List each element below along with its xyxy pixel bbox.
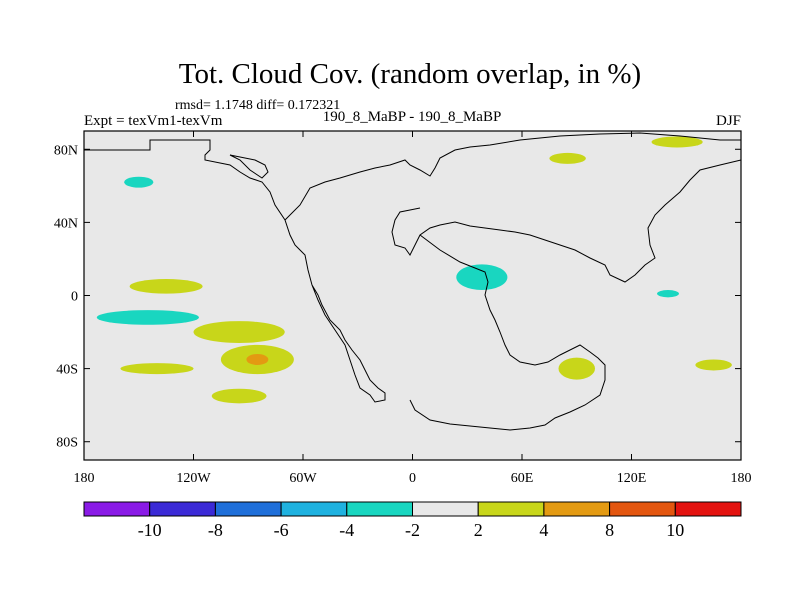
x-tick-label: 180 — [731, 471, 752, 486]
negative-anomaly-region-5 — [96, 310, 199, 325]
stats-line: rmsd= 1.1748 diff= 0.172321 — [175, 98, 340, 113]
positive-anomaly-region-8 — [120, 363, 194, 375]
colorbar-swatch-0 — [83, 501, 151, 517]
positive-anomaly-region-4 — [129, 279, 203, 294]
positive-anomaly-region-11 — [695, 359, 732, 371]
axis-ticks: 180 120W 60W 0 60E 120E 180 80N 40N 0 40S 80S — [54, 131, 752, 486]
colorbar-label: -4 — [339, 520, 354, 540]
strong-positive-core — [246, 353, 269, 365]
season-label: DJF — [716, 113, 741, 129]
x-tick-label: 120E — [617, 471, 647, 486]
colorbar-label: 4 — [539, 520, 548, 540]
positive-anomaly-region-6 — [193, 321, 285, 344]
x-tick-label: 60E — [511, 471, 534, 486]
chart-title: Tot. Cloud Cov. (random overlap, in %) — [179, 58, 641, 90]
colorbar-label: -2 — [405, 520, 420, 540]
colorbar: -10 -8 -6 -4 -2 2 4 8 10 — [83, 501, 742, 540]
negative-anomaly-region-0 — [124, 176, 154, 188]
colorbar-swatch-5 — [412, 501, 479, 517]
x-tick-label: 120W — [176, 471, 211, 486]
colorbar-swatch-4 — [346, 501, 413, 517]
y-tick-label: 40N — [54, 216, 78, 231]
y-tick-label: 80S — [56, 436, 78, 451]
colorbar-swatch-1 — [149, 501, 216, 517]
map-background — [84, 131, 741, 460]
colorbar-label: 10 — [666, 520, 684, 540]
coastline-greenland — [229, 154, 269, 179]
map-panel: 180 120W 60W 0 60E 120E 180 80N 40N 0 40S 80S — [54, 130, 752, 486]
positive-anomaly-region-10 — [558, 357, 595, 380]
positive-anomaly-region-2 — [651, 136, 703, 148]
colorbar-label: -6 — [274, 520, 289, 540]
y-tick-label: 80N — [54, 143, 78, 158]
subtitle: 190_8_MaBP - 190_8_MaBP — [323, 109, 502, 125]
positive-anomaly-region-9 — [211, 388, 267, 404]
colorbar-swatch-2 — [214, 501, 282, 517]
negative-anomaly-region-3 — [456, 264, 508, 291]
colorbar-label: 8 — [605, 520, 614, 540]
colorbar-swatch-9 — [674, 501, 742, 517]
positive-anomaly-region-1 — [549, 152, 586, 164]
colorbar-swatch-8 — [609, 501, 676, 517]
colorbar-swatch-7 — [543, 501, 611, 517]
coastline-africa — [409, 234, 606, 431]
y-tick-label: 40S — [56, 363, 78, 378]
coastline — [84, 132, 742, 431]
colorbar-label: -10 — [138, 520, 162, 540]
coastline-americas — [84, 139, 386, 403]
anomaly-fields — [96, 136, 732, 404]
negative-anomaly-region-12 — [657, 290, 679, 298]
colorbar-label: -8 — [208, 520, 223, 540]
y-tick-label: 0 — [71, 290, 78, 305]
x-tick-label: 180 — [74, 471, 95, 486]
colorbar-swatch-3 — [280, 501, 348, 517]
coastline-eurasia — [391, 159, 742, 283]
x-tick-label: 0 — [409, 471, 416, 486]
expt-label: Expt = texVm1-texVm — [84, 113, 223, 129]
x-tick-label: 60W — [289, 471, 317, 486]
coastline-north-america — [284, 132, 741, 221]
colorbar-swatch-6 — [477, 501, 545, 517]
colorbar-label: 2 — [474, 520, 483, 540]
